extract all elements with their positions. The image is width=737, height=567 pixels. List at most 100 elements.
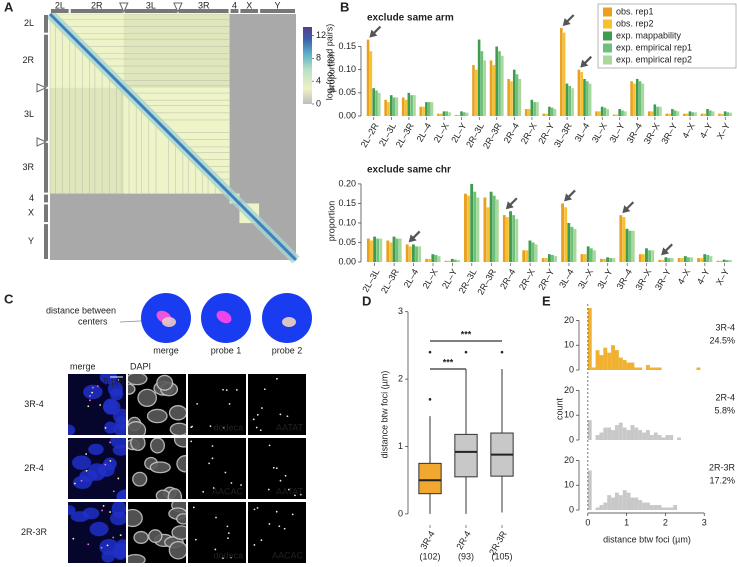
x-tick-label: X–Y [715,121,732,141]
bar [725,260,729,262]
bar [379,238,383,262]
bar [437,256,441,262]
column-label: merge [70,361,96,371]
probe-label: dodeca [213,550,243,560]
bar [671,109,674,116]
bar [641,254,645,262]
bar [489,191,493,262]
bar [413,95,416,116]
nucleus [167,488,183,499]
bar [709,256,713,262]
x-tick-label: 2R–3R [481,121,504,151]
panel-label: A [4,0,14,14]
focus [224,471,227,474]
x-tick-label: 2R-4 [454,529,472,551]
bar [562,32,566,117]
bar [630,81,633,116]
focus [225,389,228,391]
nucleus [128,553,146,563]
bar [507,78,510,116]
bar [531,242,535,262]
column-label: DAPI [130,361,151,371]
histogram-bar [638,500,643,510]
bar [667,258,671,262]
colorbar-tick-label: 4 [316,76,321,86]
focus [100,546,103,549]
micrograph [188,374,246,435]
x-tick-label: 3R–X [642,121,662,145]
y-tick-label: 2 [398,373,403,383]
focus [253,508,256,511]
x-tick-label: 2R–3R [475,267,498,297]
probe-label: AACAC [212,486,244,496]
nucleus [116,539,126,551]
bar [444,260,448,262]
bar [647,111,651,116]
outlier [428,350,432,354]
bar [410,95,413,116]
bar [492,65,496,116]
bar [376,238,380,262]
bar [645,248,648,262]
focus [112,536,115,539]
bar [431,254,435,262]
x-tick-label: 0 [585,517,590,527]
bar [422,106,425,116]
histogram-bar [649,435,654,440]
histogram-bar [642,432,647,440]
bar [541,258,545,262]
focus [286,415,289,418]
bar [688,111,692,116]
arm-label: 4 [29,193,34,203]
bar [711,111,715,116]
y-tick-label: 0.15 [338,41,356,51]
bar [621,110,624,116]
bar [665,113,669,116]
x-tick-label: 4–X [680,121,697,140]
micrograph [68,374,126,435]
nucleus [98,462,115,477]
focus [268,523,271,525]
centromere-marker [119,2,129,14]
bar [495,199,499,262]
bar [638,81,642,116]
legend-swatch [603,19,612,29]
focus [230,482,233,484]
probe-signal [216,310,232,324]
bar [599,258,603,262]
nucleus [173,438,186,448]
bar [658,260,662,262]
histogram-bar [618,495,623,510]
x-tick-label: 3L–3R [552,121,574,149]
micrograph [188,438,246,499]
x-tick-label: 2R–X [519,121,539,145]
bar [595,111,598,116]
colorbar-tick-label: 8 [316,53,321,63]
bar [527,109,531,116]
x-tick-label: 3L–4 [557,267,576,289]
nucleus [156,374,174,391]
micrograph [128,374,186,435]
bar [706,109,709,116]
bar [677,258,681,262]
y-tick-label: 0.00 [338,110,356,120]
nucleus [104,421,117,434]
bar [545,113,548,116]
arrow-head [622,205,631,214]
nucleus [82,507,100,520]
histogram-bar [611,497,615,510]
focus [112,490,115,493]
histogram-bar [603,502,608,510]
series-label: 2R-3R [709,462,736,472]
bar [723,111,727,116]
focus [252,418,255,421]
bar [619,215,623,262]
bar [389,95,393,116]
micrograph-bg [188,502,246,563]
bar [428,258,432,262]
focus [202,490,205,493]
bar [445,111,449,116]
histogram-bar [634,427,639,440]
bar [476,197,480,262]
focus [192,506,195,509]
